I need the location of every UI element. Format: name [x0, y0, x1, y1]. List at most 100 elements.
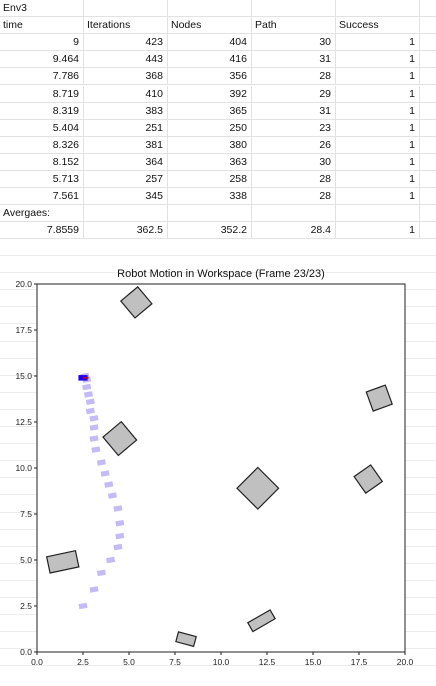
cell[interactable]: 443: [84, 51, 168, 69]
cell[interactable]: 383: [84, 102, 168, 120]
cell[interactable]: 423: [84, 34, 168, 52]
cell[interactable]: 1: [336, 85, 420, 103]
cell[interactable]: 28: [252, 68, 336, 86]
cell[interactable]: [420, 86, 436, 103]
cell[interactable]: [420, 188, 436, 205]
cell[interactable]: 363: [168, 153, 252, 171]
cell[interactable]: [420, 68, 436, 85]
spreadsheet: Env3 time Iterations Nodes Path Success 9 423 40…: [0, 0, 436, 255]
cell[interactable]: 30: [252, 34, 336, 52]
cell[interactable]: 1: [336, 68, 420, 86]
trail-point: [115, 532, 125, 540]
cell[interactable]: 1: [336, 136, 420, 154]
y-tick-label: 7.5: [20, 509, 32, 519]
cell[interactable]: Avergaes:: [0, 205, 84, 223]
obstacle: [246, 609, 276, 633]
cell[interactable]: 416: [168, 51, 252, 69]
cell[interactable]: 1: [336, 119, 420, 137]
cell[interactable]: 410: [84, 85, 168, 103]
cell[interactable]: 356: [168, 68, 252, 86]
cell[interactable]: [168, 205, 252, 223]
cell[interactable]: 9.464: [0, 51, 84, 69]
cell[interactable]: 7.8559: [0, 222, 84, 240]
y-tick-label: 20.0: [15, 279, 32, 289]
cell[interactable]: 338: [168, 188, 252, 206]
cell[interactable]: 352.2: [168, 222, 252, 240]
cell[interactable]: Path: [252, 17, 336, 35]
cell[interactable]: Env3: [0, 0, 84, 18]
cell[interactable]: 7.561: [0, 188, 84, 206]
cell[interactable]: 8.719: [0, 85, 84, 103]
cell[interactable]: 1: [336, 102, 420, 120]
cell[interactable]: 392: [168, 85, 252, 103]
cell[interactable]: [420, 205, 436, 222]
cell[interactable]: time: [0, 17, 84, 35]
cell[interactable]: 380: [168, 136, 252, 154]
cell[interactable]: 9: [0, 34, 84, 52]
cell[interactable]: 368: [84, 68, 168, 86]
cell[interactable]: 1: [336, 188, 420, 206]
cell[interactable]: 1: [336, 153, 420, 171]
cell[interactable]: [336, 205, 420, 223]
cell[interactable]: 31: [252, 102, 336, 120]
cell[interactable]: [84, 205, 168, 223]
cell[interactable]: 28: [252, 171, 336, 189]
cell[interactable]: 8.152: [0, 153, 84, 171]
x-tick-label: 7.5: [169, 657, 181, 667]
x-tick-label: 17.5: [351, 657, 368, 667]
cell[interactable]: 5.404: [0, 119, 84, 137]
cell[interactable]: 1: [336, 51, 420, 69]
trail-point: [91, 446, 101, 453]
cell[interactable]: 7.786: [0, 68, 84, 86]
trail-point: [85, 398, 95, 406]
cell[interactable]: [420, 222, 436, 239]
cell[interactable]: [420, 171, 436, 188]
cell[interactable]: [420, 17, 436, 34]
cell[interactable]: 362.5: [84, 222, 168, 240]
cell[interactable]: 365: [168, 102, 252, 120]
cell[interactable]: [336, 0, 420, 18]
cell[interactable]: 250: [168, 119, 252, 137]
cell[interactable]: 257: [84, 171, 168, 189]
cell[interactable]: [420, 51, 436, 68]
y-tick-label: 12.5: [15, 417, 32, 427]
cell[interactable]: 1: [336, 171, 420, 189]
cell[interactable]: 251: [84, 119, 168, 137]
y-tick-label: 10.0: [15, 463, 32, 473]
cell[interactable]: Success: [336, 17, 420, 35]
cell[interactable]: [420, 154, 436, 171]
cell[interactable]: 1: [336, 34, 420, 52]
cell[interactable]: [420, 34, 436, 51]
cell[interactable]: [420, 137, 436, 154]
cell[interactable]: [420, 0, 436, 17]
cell[interactable]: 258: [168, 171, 252, 189]
obstacle: [353, 464, 384, 494]
cell[interactable]: 29: [252, 85, 336, 103]
cell[interactable]: [84, 0, 168, 18]
cell[interactable]: 8.326: [0, 136, 84, 154]
cell[interactable]: 345: [84, 188, 168, 206]
trail-point: [100, 470, 110, 477]
cell[interactable]: 404: [168, 34, 252, 52]
cell[interactable]: 23: [252, 119, 336, 137]
cell[interactable]: 28.4: [252, 222, 336, 240]
cell[interactable]: 364: [84, 153, 168, 171]
cell[interactable]: [420, 103, 436, 120]
obstacle: [365, 384, 393, 412]
trail-point: [89, 586, 99, 593]
cell[interactable]: 28: [252, 188, 336, 206]
cell[interactable]: 5.713: [0, 171, 84, 189]
cell[interactable]: [420, 120, 436, 137]
cell[interactable]: [168, 0, 252, 18]
cell[interactable]: 30: [252, 153, 336, 171]
cell[interactable]: 381: [84, 136, 168, 154]
cell[interactable]: 1: [336, 222, 420, 240]
cell[interactable]: Iterations: [84, 17, 168, 35]
obstacle: [119, 286, 153, 319]
cell[interactable]: Nodes: [168, 17, 252, 35]
cell[interactable]: 8.319: [0, 102, 84, 120]
cell[interactable]: 26: [252, 136, 336, 154]
cell[interactable]: [252, 0, 336, 18]
cell[interactable]: [252, 205, 336, 223]
cell[interactable]: 31: [252, 51, 336, 69]
